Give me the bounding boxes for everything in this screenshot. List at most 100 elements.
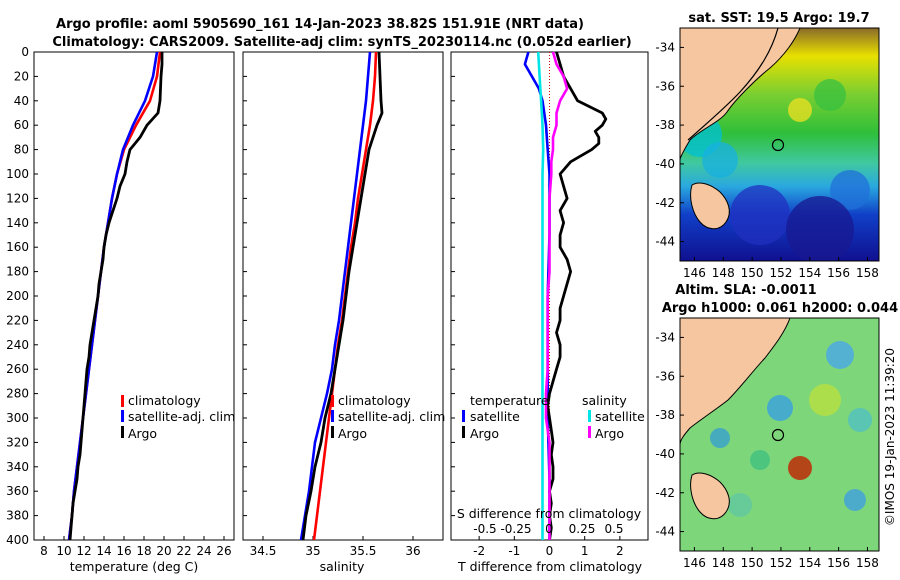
depth-tick-label: 140	[6, 216, 29, 230]
sst-map-frame	[679, 27, 880, 262]
legend-argo-swatch	[331, 426, 334, 438]
map-x-tick-label: 158	[856, 556, 879, 570]
sla-patch	[728, 493, 752, 517]
x-tick-label: -1	[508, 544, 520, 558]
legend-satellite-swatch	[121, 410, 124, 422]
sst-map-title: sat. SST: 19.5 Argo: 19.7	[688, 11, 869, 26]
x-tick-label: 14	[96, 544, 111, 558]
x-tick-label: 26	[216, 544, 231, 558]
map-x-tick-label: 148	[712, 556, 735, 570]
x-tick-label: 35.5	[350, 544, 377, 558]
depth-tick-label: 180	[6, 265, 29, 279]
legend-argo: Argo	[128, 426, 157, 441]
sst-land-tasmania	[690, 182, 730, 230]
sla-patch	[788, 456, 812, 480]
depth-tick-label: 400	[6, 533, 29, 547]
x-tick-label: 22	[176, 544, 191, 558]
depth-tick-label: 80	[14, 143, 29, 157]
temperature-x-axis: 8 10 12 14 16 18 20 22 24 26	[40, 536, 232, 558]
legend-temp-satellite: satellite	[470, 409, 520, 424]
legend-satellite: satellite-adj. clim	[338, 409, 445, 424]
map-x-tick-label: 154	[798, 556, 821, 570]
temperature-legend: climatology satellite-adj. clim Argo	[121, 393, 235, 441]
depth-tick-label: 0	[21, 45, 29, 59]
legend-climatology-swatch	[331, 395, 334, 407]
temperature-series	[67, 51, 164, 541]
depth-tick-label: 220	[6, 313, 29, 327]
sla-patch	[809, 384, 841, 416]
map-x-tick-label: 156	[827, 556, 850, 570]
sst-contour	[687, 28, 779, 141]
sst-patch	[814, 79, 846, 111]
map-y-tick-label: -44	[655, 235, 675, 249]
map-y-tick-label: -40	[655, 447, 675, 461]
series-line-salinity-argo	[544, 51, 569, 540]
depth-tick-label: 320	[6, 435, 29, 449]
sst-patch	[702, 142, 738, 178]
sla-land-mainland	[680, 318, 791, 446]
x-tick-label: 8	[40, 544, 48, 558]
series-line-salinity-satellite	[536, 51, 545, 540]
sst-land-mainland	[680, 28, 801, 161]
x-tick-label: -2	[473, 544, 485, 558]
sst-axes: 146 148 150 152 154 156 158 -34 -36 -38 -40 -42 -44	[655, 40, 879, 280]
salinity-series	[299, 51, 384, 541]
sla-axes: 146 148 150 152 154 156 158 -34 -36 -38 -40 -42 -44	[655, 330, 879, 570]
sla-patch	[767, 395, 793, 421]
x-tick-label: 16	[116, 544, 131, 558]
depth-tick-label: 100	[6, 167, 29, 181]
x-tick-label: 10	[56, 544, 71, 558]
legend-sal-argo: Argo	[595, 426, 624, 441]
map-x-tick-label: 158	[856, 266, 879, 280]
figure-title-line2: Climatology: CARS2009. Satellite-adj cli…	[52, 35, 631, 50]
salinity-legend: climatology satellite-adj. clim Argo	[331, 393, 445, 441]
map-y-tick-label: -42	[655, 486, 675, 500]
x-tick-label: 2	[616, 544, 624, 558]
x-tick-label: 18	[136, 544, 151, 558]
x-tick-label: 36	[405, 544, 420, 558]
legend-sal-satellite-swatch	[588, 410, 591, 422]
salinity-x-label: salinity	[320, 559, 365, 574]
top-tick-label: 0.25	[569, 522, 596, 536]
sst-map	[680, 28, 879, 261]
legend-climatology: climatology	[128, 393, 201, 408]
depth-tick-label: 120	[6, 191, 29, 205]
top-tick-label: -0.5	[473, 522, 496, 536]
x-tick-label: 24	[196, 544, 211, 558]
sst-texture	[680, 44, 870, 261]
map-y-tick-label: -38	[655, 408, 675, 422]
sla-map-frame	[679, 317, 880, 552]
legend-argo: Argo	[338, 426, 367, 441]
series-line-argo	[301, 51, 384, 541]
series-line-temperature-argo	[546, 51, 608, 541]
x-tick-label: 34.5	[250, 544, 277, 558]
x-tick-label: 12	[76, 544, 91, 558]
sla-map	[680, 318, 879, 551]
legend-argo-swatch	[121, 426, 124, 438]
top-tick-label: -0.25	[500, 522, 531, 536]
legend-temp-argo: Argo	[470, 426, 499, 441]
map-x-tick-label: 152	[769, 266, 792, 280]
map-x-tick-label: 148	[712, 266, 735, 280]
map-x-tick-label: 150	[741, 556, 764, 570]
legend-salinity-title: salinity	[582, 393, 627, 408]
map-y-tick-label: -34	[655, 330, 675, 344]
depth-tick-label: 340	[6, 460, 29, 474]
sla-argo-marker	[771, 428, 785, 442]
series-line-satellite-adj-clim	[299, 51, 372, 541]
sla-map-title-1: Altim. SLA: -0.0011	[675, 283, 816, 298]
map-y-tick-label: -36	[655, 369, 675, 383]
map-y-tick-label: -44	[655, 525, 675, 539]
sst-patch	[730, 185, 790, 245]
x-tick-label: 0	[546, 544, 554, 558]
legend-satellite: satellite-adj. clim	[128, 409, 235, 424]
difference-series	[523, 51, 608, 541]
depth-axis: 0 20 40 60 80 100 120 140 160 180 200 220 240 260 280 3…	[6, 45, 455, 547]
sla-patch	[844, 489, 866, 511]
sla-texture	[710, 341, 872, 517]
sla-map-title-2: Argo h1000: 0.061 h2000: 0.044	[662, 301, 898, 316]
figure-title-line1: Argo profile: aoml 5905690_161 14-Jan-20…	[56, 17, 584, 32]
legend-climatology: climatology	[338, 393, 411, 408]
map-x-tick-label: 146	[683, 556, 706, 570]
